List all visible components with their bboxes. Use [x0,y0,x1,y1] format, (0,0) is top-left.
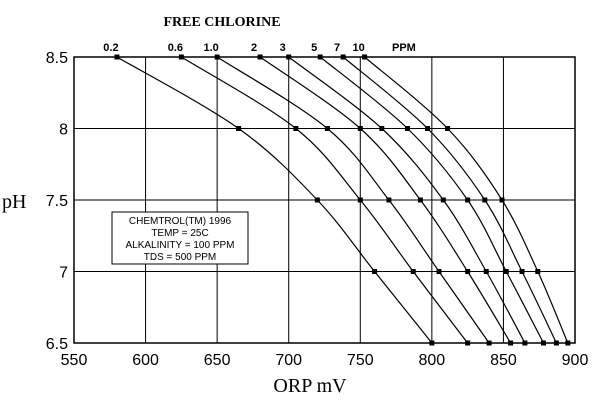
x-tick-label: 850 [490,352,517,369]
x-tick-label: 600 [132,352,159,369]
x-tick-label: 700 [275,352,302,369]
data-point-marker [465,269,471,274]
series-label-7-ppm: 7 [334,42,340,54]
note-line: ALKALINITY = 100 PPM [125,240,234,251]
data-point-marker [508,340,514,346]
data-point-marker [522,340,528,346]
series-labels: 0.2 0.6 1.0 2 3 5 7 10 [103,42,364,54]
x-tick-label: 650 [204,352,231,369]
data-point-marker [535,269,541,274]
data-point-marker [483,269,489,274]
series-label-3-ppm: 3 [280,42,286,54]
data-point-marker [519,269,525,274]
data-point-marker [445,126,451,131]
data-point-marker [340,54,346,60]
note-box [111,211,249,265]
data-point-marker [386,197,392,203]
series-label-0.2-ppm: 0.2 [103,42,118,54]
data-point-marker [465,340,471,346]
data-point-marker [214,54,220,60]
series-unit-label: PPM [392,42,416,54]
series-label-2-ppm: 2 [251,42,257,54]
note-line: CHEMTROL(TM) 1996 [129,216,232,227]
y-axis-title: pH [2,191,26,213]
y-tick-label: 7 [59,265,68,282]
series-label-0.6-ppm: 0.6 [168,42,183,54]
series-line-7-ppm [342,56,557,344]
y-tick-label: 8 [59,122,68,139]
data-point-marker [482,197,488,203]
data-point-marker [429,340,435,346]
data-point-marker [314,197,320,203]
series-label-1.0-ppm: 1.0 [203,42,218,54]
data-point-marker [553,340,559,346]
data-point-marker [565,340,571,346]
data-point-marker [410,269,416,274]
data-point-marker [405,126,411,131]
curves [116,56,569,344]
data-point-marker [362,54,368,60]
x-tick-label: 900 [562,352,589,369]
data-point-marker [541,340,547,346]
note-line: TEMP = 25C [151,228,208,239]
data-point-marker [486,340,492,346]
data-point-marker [357,197,363,203]
data-point-marker [257,54,263,60]
conditions-note: CHEMTROL(TM) 1996 TEMP = 25C ALKALINITY … [111,211,249,265]
data-point-marker [286,54,292,60]
data-point-marker [372,269,378,274]
plot-frame [73,56,576,344]
series-label-5-ppm: 5 [311,42,317,54]
data-point-marker [425,126,431,131]
y-tick-label: 7.5 [46,193,68,210]
data-point-marker [293,126,299,131]
data-point-marker [357,126,363,131]
note-line: TDS = 500 PPM [144,252,217,263]
data-point-marker [465,197,471,203]
y-tick-label: 8.5 [46,50,68,67]
markers [114,54,571,346]
data-point-marker [440,197,446,203]
data-point-marker [417,197,423,203]
y-tick-label: 6.5 [46,336,68,353]
data-point-marker [236,126,242,131]
data-point-marker [178,54,184,60]
data-point-marker [436,269,442,274]
series-label-10-ppm: 10 [352,42,364,54]
data-point-marker [379,126,385,131]
grid [73,56,576,344]
data-point-marker [317,54,323,60]
data-point-marker [114,54,120,60]
x-tick-label: 550 [61,352,88,369]
x-axis-title: ORP mV [273,375,347,397]
x-tick-label: 750 [347,352,374,369]
data-point-marker [499,197,505,203]
data-point-marker [503,269,509,274]
series-line-10-ppm [364,56,569,344]
data-point-marker [324,126,330,131]
x-tick-label: 800 [419,352,446,369]
chart-title: FREE CHLORINE [163,15,280,30]
series-line-0.2-ppm [116,56,433,344]
tick-labels: 550 600 650 700 750 800 850 900 6.5 7 7.5 8 8.5 [46,50,589,369]
